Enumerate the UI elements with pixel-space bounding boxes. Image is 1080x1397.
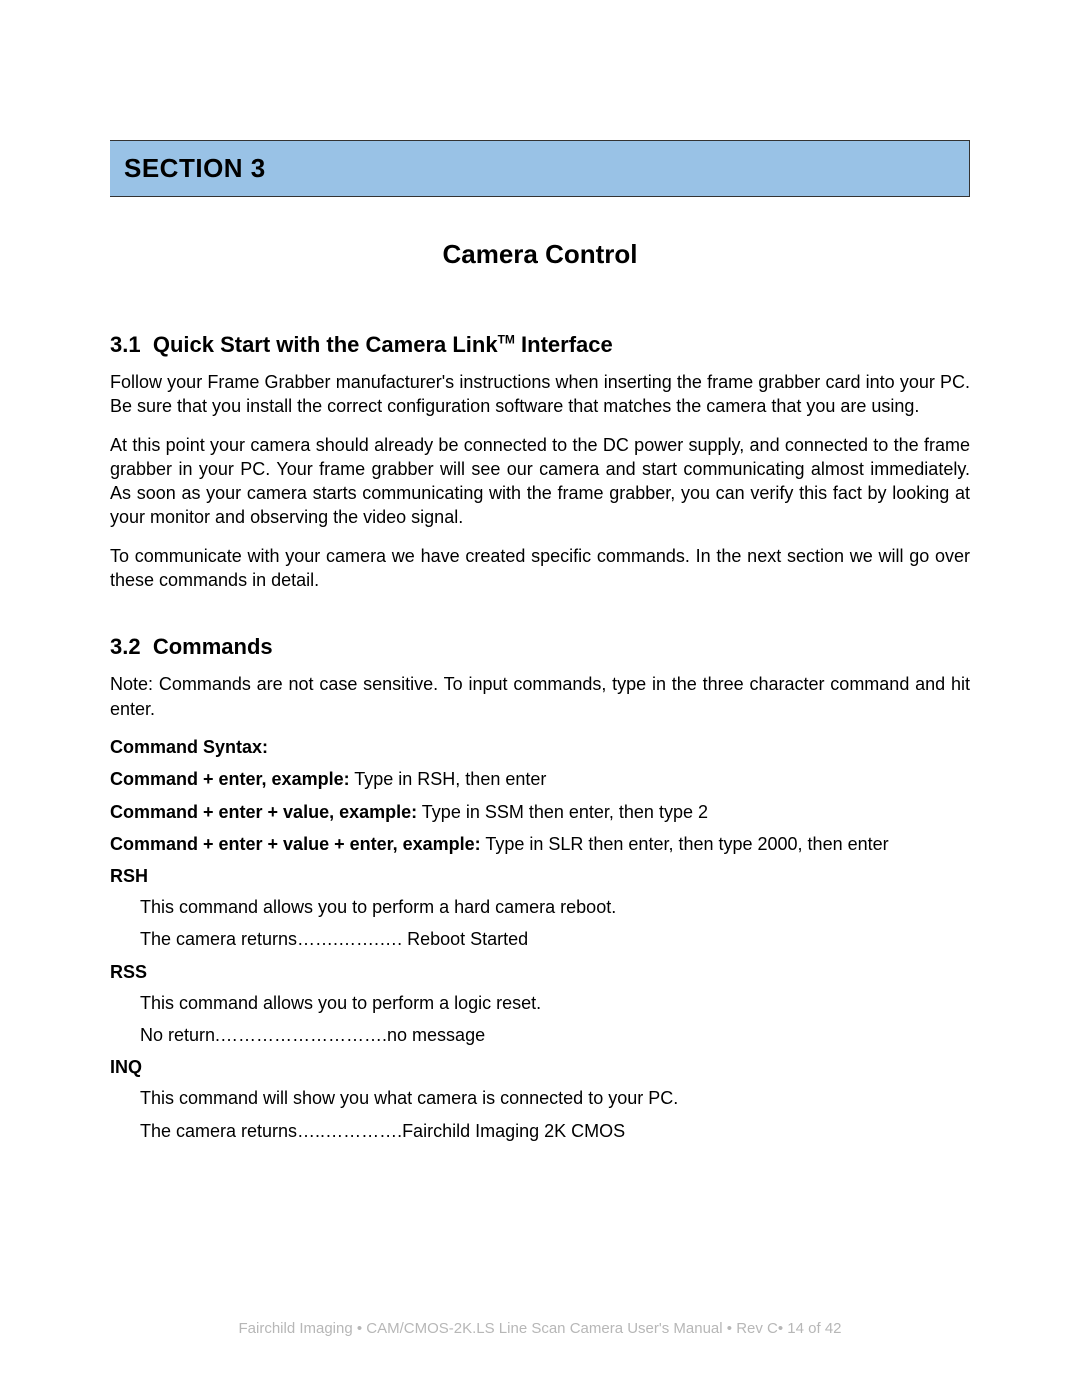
section-banner: SECTION 3: [110, 140, 970, 197]
section-banner-label: SECTION 3: [124, 153, 955, 184]
paragraph: Follow your Frame Grabber manufacturer's…: [110, 370, 970, 419]
subheading-text: Commands: [153, 634, 273, 659]
command-return: No return.……………………….no message: [140, 1023, 970, 1047]
command-name-inq: INQ: [110, 1057, 970, 1078]
command-return: The camera returns…….…….…. Reboot Starte…: [140, 927, 970, 951]
syntax-example-3: Command + enter + value + enter, example…: [110, 832, 970, 856]
example-text: Type in SSM then enter, then type 2: [417, 802, 708, 822]
example-label: Command + enter + value + enter, example…: [110, 834, 481, 854]
subheading-3-1: 3.1 Quick Start with the Camera LinkTM I…: [110, 332, 970, 358]
document-page: SECTION 3 Camera Control 3.1 Quick Start…: [0, 0, 1080, 1397]
example-label: Command + enter + value, example:: [110, 802, 417, 822]
command-name-rss: RSS: [110, 962, 970, 983]
chapter-title: Camera Control: [110, 239, 970, 270]
subheading-number: 3.1: [110, 332, 141, 357]
subheading-text-pre: Quick Start with the Camera Link: [153, 332, 498, 357]
subheading-number: 3.2: [110, 634, 141, 659]
example-label: Command + enter, example:: [110, 769, 350, 789]
paragraph: At this point your camera should already…: [110, 433, 970, 530]
command-name-rsh: RSH: [110, 866, 970, 887]
paragraph: To communicate with your camera we have …: [110, 544, 970, 593]
syntax-example-2: Command + enter + value, example: Type i…: [110, 800, 970, 824]
command-desc: This command allows you to perform a log…: [140, 991, 970, 1015]
commands-note: Note: Commands are not case sensitive. T…: [110, 672, 970, 721]
trademark-superscript: TM: [498, 333, 515, 347]
example-text: Type in SLR then enter, then type 2000, …: [481, 834, 889, 854]
command-syntax-label: Command Syntax:: [110, 735, 970, 759]
subheading-3-2: 3.2 Commands: [110, 634, 970, 660]
page-footer: Fairchild Imaging • CAM/CMOS-2K.LS Line …: [0, 1320, 1080, 1337]
example-text: Type in RSH, then enter: [350, 769, 547, 789]
syntax-example-1: Command + enter, example: Type in RSH, t…: [110, 767, 970, 791]
command-desc: This command allows you to perform a har…: [140, 895, 970, 919]
command-desc: This command will show you what camera i…: [140, 1086, 970, 1110]
subheading-text-post: Interface: [515, 332, 613, 357]
command-return: The camera returns…..………….Fairchild Imag…: [140, 1119, 970, 1143]
